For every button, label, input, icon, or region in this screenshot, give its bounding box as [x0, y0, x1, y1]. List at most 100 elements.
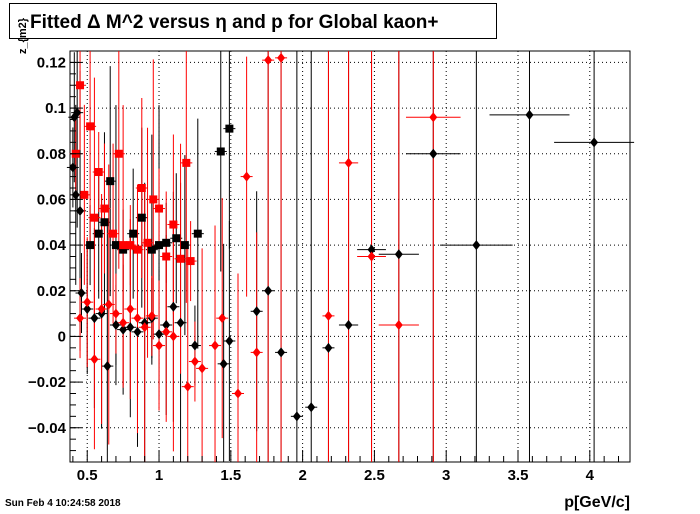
data-point-diamond [126, 322, 135, 333]
data-point-diamond [83, 297, 92, 308]
data-point-diamond [590, 137, 599, 148]
data-point-diamond [77, 288, 86, 299]
data-point-diamond [73, 107, 82, 118]
data-point-square [111, 241, 120, 250]
data-point-diamond [242, 171, 251, 182]
data-point-diamond [190, 356, 199, 367]
data-point-square [143, 238, 152, 247]
data-point-diamond [367, 251, 376, 262]
data-point-square [137, 213, 146, 222]
data-point-diamond [198, 363, 207, 374]
data-point-diamond [344, 320, 353, 330]
data-point-square [119, 245, 128, 254]
data-point-diamond [225, 335, 234, 346]
data-point-square [119, 241, 128, 250]
data-point-diamond [97, 304, 106, 315]
y-tick-label: 0.12 [37, 54, 66, 71]
data-point-diamond [133, 326, 142, 337]
data-point-diamond [292, 411, 301, 422]
data-point-diamond [155, 329, 164, 340]
x-tick-label: 2.5 [364, 467, 385, 484]
data-point-diamond [211, 340, 220, 351]
data-point-square [76, 81, 85, 90]
data-point-diamond [111, 320, 120, 330]
y-tick-label: −0.04 [28, 420, 67, 437]
data-point-diamond [429, 148, 438, 159]
x-tick-label: 3 [442, 467, 450, 484]
data-point-square [193, 229, 202, 238]
data-point-diamond [119, 317, 128, 328]
data-point-diamond [133, 313, 142, 324]
plot-frame [69, 50, 631, 463]
data-point-square [155, 241, 164, 250]
data-point-diamond [104, 299, 113, 310]
data-point-square [216, 147, 225, 156]
data-point-diamond [367, 244, 376, 255]
data-point-diamond [252, 306, 261, 317]
data-point-diamond [76, 205, 85, 216]
data-point-diamond [324, 342, 333, 353]
y-tick-label: 0 [58, 328, 66, 345]
y-tick-label: 0.1 [45, 100, 66, 117]
data-point-diamond [119, 324, 128, 335]
data-point-diamond [525, 109, 534, 120]
y-tick-label: −0.02 [28, 374, 66, 391]
data-point-diamond [90, 354, 99, 365]
error-bar-layer [66, 51, 635, 462]
data-point-diamond [83, 304, 92, 315]
data-point-square [149, 195, 158, 204]
data-point-diamond [169, 331, 178, 342]
data-point-diamond [176, 317, 185, 328]
x-tick-label: 1.5 [220, 467, 241, 484]
data-point-diamond [344, 157, 353, 168]
x-tick-label: 2 [298, 467, 306, 484]
data-point-square [114, 149, 123, 158]
data-point-square [80, 190, 89, 199]
x-tick-label: 0.5 [77, 467, 98, 484]
data-point-diamond [183, 381, 192, 392]
data-point-diamond [324, 310, 333, 321]
data-point-diamond [264, 55, 273, 66]
data-point-diamond [169, 301, 178, 312]
data-point-square [106, 177, 115, 186]
data-point-diamond [219, 358, 228, 369]
data-point-square [94, 229, 103, 238]
data-point-square [137, 184, 146, 192]
data-point-diamond [162, 326, 171, 337]
data-point-diamond [394, 320, 403, 330]
data-point-diamond [140, 322, 149, 333]
chart-title: Fitted Δ M^2 versus η and p for Global k… [30, 12, 439, 33]
data-point-diamond [76, 313, 85, 324]
y-tick-label: 0.02 [37, 283, 66, 300]
x-tick-label: 1 [155, 467, 163, 484]
data-point-square [86, 241, 95, 250]
data-point-diamond [234, 388, 242, 399]
x-tick-label: 4 [586, 467, 595, 484]
data-point-square [86, 122, 95, 131]
data-point-square [100, 218, 109, 227]
data-point-diamond [126, 304, 135, 315]
y-tick-label: 0.06 [37, 191, 66, 208]
data-point-square [180, 241, 189, 250]
data-point-square [147, 245, 156, 254]
data-point-diamond [190, 340, 199, 351]
grid-layer [70, 51, 630, 462]
axis-layer: 0.5 1 1.5 2 2.5 3 3.5 4 −0.04 −0.02 0 0.02 0.04 0.06 0… [28, 50, 620, 484]
y-tick-label: 0.08 [37, 146, 66, 163]
data-point-square [172, 234, 181, 243]
data-point-diamond [264, 285, 273, 296]
data-point-diamond [429, 112, 438, 123]
y-axis-label: z_{m2} [17, 17, 29, 54]
data-point-diamond [155, 340, 164, 351]
data-point-diamond [147, 310, 156, 321]
data-point-square [109, 229, 118, 238]
data-point-square [90, 213, 99, 222]
data-point-square [162, 252, 171, 261]
data-point-square [126, 241, 135, 250]
data-point-square [225, 124, 234, 133]
data-point-diamond [90, 313, 99, 324]
data-point-diamond [71, 189, 80, 200]
data-point-diamond [218, 313, 227, 324]
chart-title-box: Fitted Δ M^2 versus η and p for Global k… [9, 3, 497, 39]
